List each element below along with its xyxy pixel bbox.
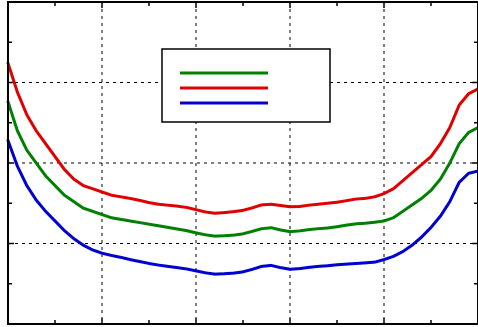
legend-entries (180, 71, 268, 105)
series-line-1 (6, 100, 478, 238)
series-line-2 (6, 61, 478, 215)
series-line-3 (6, 138, 478, 276)
legend-box (161, 48, 331, 123)
legend (161, 48, 331, 123)
plot-frame (7, 1, 478, 325)
plot-series (6, 61, 478, 276)
